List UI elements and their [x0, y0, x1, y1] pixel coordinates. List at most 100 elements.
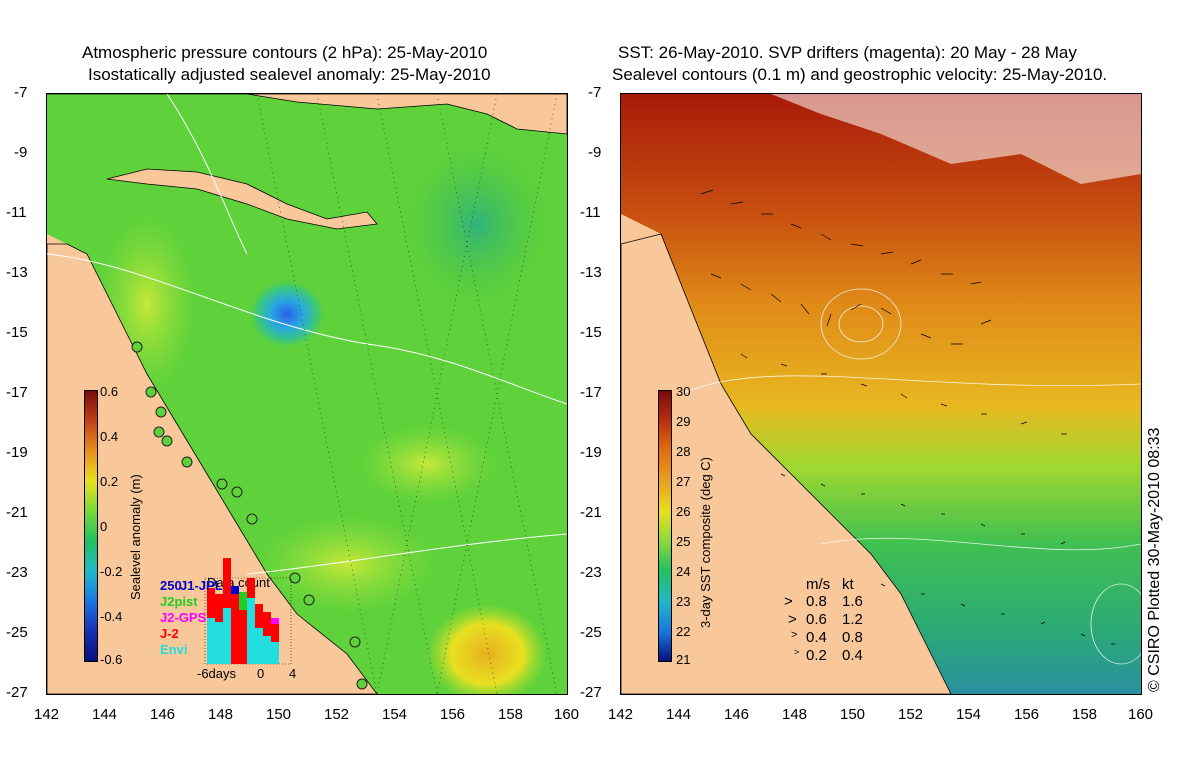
- sst-colorbar: [658, 390, 672, 662]
- x-tick: 160: [554, 706, 580, 723]
- y-tick: -17: [580, 384, 602, 401]
- sst-cb-tick: 23: [676, 594, 691, 609]
- y-tick: -23: [580, 564, 602, 581]
- low-anomaly-eddy: [247, 278, 327, 350]
- x-tick: 156: [1014, 706, 1040, 723]
- x-tick: 144: [666, 706, 692, 723]
- sealevel-cb-tick: 0.6: [100, 384, 119, 399]
- x-tick: 150: [840, 706, 866, 723]
- velocity-legend-ms: 0.2: [806, 647, 827, 664]
- sst-cb-tick: 26: [676, 504, 691, 519]
- data-count-legend-j2: J-2: [160, 626, 179, 641]
- velocity-legend-arrow-icon: >: [794, 647, 800, 657]
- sst-colorbar-label: 3-day SST composite (deg C): [698, 457, 713, 628]
- y-tick: -9: [588, 144, 602, 161]
- sst-cb-tick: 28: [676, 444, 691, 459]
- sst-map: [621, 94, 1141, 694]
- australia-coast: [47, 243, 378, 694]
- sealevel-colorbar: [84, 390, 98, 662]
- sealevel-cb-tick: -0.4: [100, 609, 123, 624]
- sealevel-cb-tick: -0.6: [100, 652, 123, 667]
- satellite-tracks: [256, 94, 558, 694]
- velocity-legend-ms: 0.4: [806, 629, 827, 646]
- y-tick: -19: [580, 444, 602, 461]
- x-tick: 160: [1128, 706, 1154, 723]
- x-tick: 154: [956, 706, 982, 723]
- left-title-line2: Isostatically adjusted sealevel anomaly:…: [88, 65, 491, 84]
- y-tick: -11: [6, 204, 27, 221]
- data-count-legend-j1-overlay: 250: [160, 578, 182, 593]
- y-tick: -27: [580, 684, 602, 701]
- pressure-contour: [166, 94, 248, 255]
- right-title-line2: Sealevel contours (0.1 m) and geostrophi…: [612, 65, 1108, 84]
- x-tick: 152: [898, 706, 924, 723]
- velocity-legend-arrow-icon: >: [784, 593, 793, 610]
- y-tick: -15: [6, 324, 28, 341]
- x-tick: 156: [440, 706, 466, 723]
- cloud-mask: [771, 94, 1141, 184]
- x-tick: 146: [150, 706, 176, 723]
- x-tick: 154: [382, 706, 408, 723]
- sst-cb-tick: 29: [676, 414, 691, 429]
- pressure-contour: [246, 533, 567, 575]
- sealevel-cb-tick: 0.2: [100, 474, 119, 489]
- sealevel-cb-tick: 0: [100, 519, 108, 534]
- anomaly-patch: [407, 144, 547, 304]
- sealevel-cb-tick: -0.2: [100, 564, 123, 579]
- x-tick: 158: [498, 706, 524, 723]
- anomaly-patch: [257, 514, 437, 614]
- velocity-legend-kt: 0.8: [842, 629, 863, 646]
- data-count-legend-envi: Envi: [160, 642, 188, 657]
- y-tick: -13: [6, 264, 28, 281]
- velocity-legend-header-ms: m/s: [806, 576, 831, 593]
- y-tick: -7: [588, 84, 602, 101]
- x-tick: 148: [782, 706, 808, 723]
- pressure-contour: [47, 253, 567, 405]
- geostrophic-velocity-vectors: [700, 189, 1115, 645]
- velocity-legend-kt: 0.4: [842, 647, 863, 664]
- sst-cb-tick: 22: [676, 624, 691, 639]
- right-title-line1: SST: 26-May-2010. SVP drifters (magenta)…: [618, 43, 1077, 62]
- sealevel-contours: [680, 288, 1141, 665]
- left-map-panel: [46, 93, 568, 695]
- x-tick: 150: [266, 706, 292, 723]
- tide-gauge-markers: [131, 341, 368, 690]
- data-count-x-label: -6days: [197, 666, 237, 681]
- velocity-legend-ms: 0.8: [806, 593, 827, 610]
- velocity-legend-kt: 1.6: [842, 593, 863, 610]
- x-tick: 152: [324, 706, 350, 723]
- sst-cb-tick: 27: [676, 474, 691, 489]
- x-tick: 142: [608, 706, 634, 723]
- data-count-chart: [204, 558, 292, 665]
- sst-cb-tick: 24: [676, 564, 691, 579]
- csiro-credit: © CSIRO Plotted 30-May-2010 08:33: [1146, 427, 1163, 692]
- right-map-panel: [620, 93, 1142, 695]
- y-tick: -15: [580, 324, 602, 341]
- y-tick: -25: [6, 624, 28, 641]
- data-count-legend-j2pist: J2pist: [160, 594, 198, 609]
- y-tick: -9: [14, 144, 28, 161]
- sealevel-colorbar-label: Sealevel anomaly (m): [128, 474, 143, 600]
- data-count-inset: Data count -6days 0 4: [197, 548, 296, 681]
- anomaly-patch: [357, 424, 497, 504]
- x-tick: 144: [92, 706, 118, 723]
- y-tick: -11: [580, 204, 601, 221]
- sealevel-anomaly-map: [47, 94, 567, 694]
- new-guinea-coast: [47, 94, 567, 135]
- data-count-x-label: 0: [257, 666, 265, 681]
- australia-coast: [621, 233, 952, 694]
- y-tick: -21: [6, 504, 28, 521]
- velocity-legend-arrow-icon: >: [791, 629, 798, 641]
- island-chain: [106, 168, 378, 230]
- data-count-x-label: 4: [289, 666, 297, 681]
- y-tick: -23: [6, 564, 28, 581]
- y-tick: -27: [6, 684, 28, 701]
- sst-cb-tick: 21: [676, 652, 691, 667]
- x-tick: 158: [1072, 706, 1098, 723]
- x-tick: 148: [208, 706, 234, 723]
- left-title-line1: Atmospheric pressure contours (2 hPa): 2…: [82, 43, 488, 62]
- high-anomaly-region: [427, 604, 547, 694]
- data-count-legend-j1: J1-JPL: [180, 578, 223, 593]
- velocity-legend-header-kt: kt: [842, 576, 854, 593]
- sst-ocean-field: [621, 94, 1141, 694]
